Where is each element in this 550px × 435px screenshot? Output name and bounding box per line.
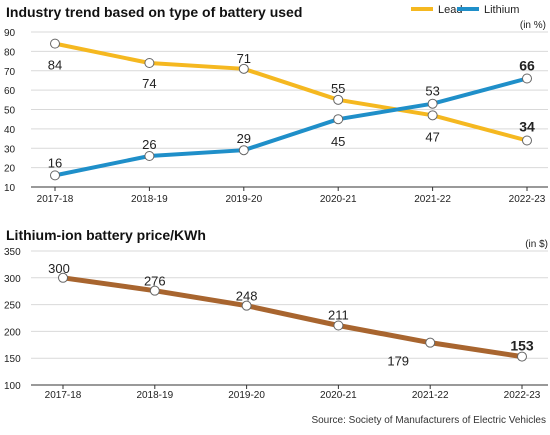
chart1-x-tick-label: 2022-23 — [509, 194, 546, 205]
chart2-unit-note: (in $) — [525, 239, 548, 250]
chart2-y-tick-label: 300 — [4, 274, 21, 285]
chart2-x-tick-label: 2019-20 — [228, 390, 265, 401]
chart1-data-label: 16 — [48, 155, 62, 170]
chart1-x-tick-label: 2020-21 — [320, 194, 357, 205]
chart2-data-label: 153 — [510, 338, 534, 354]
legend-label-lithium: Lithium — [484, 4, 519, 16]
chart1-data-label: 29 — [237, 131, 251, 146]
chart1-data-point — [145, 152, 154, 161]
chart1-unit-note: (in %) — [520, 20, 546, 31]
chart1-data-point — [239, 146, 248, 155]
chart2-y-tick-label: 250 — [4, 301, 21, 312]
chart1-data-label: 34 — [519, 119, 535, 135]
chart1-title: Industry trend based on type of battery … — [6, 4, 302, 20]
chart1-series-line-lead — [55, 44, 527, 141]
chart1-data-point — [334, 115, 343, 124]
chart2-y-tick-label: 200 — [4, 327, 21, 338]
chart1-data-label: 84 — [48, 58, 62, 73]
chart1-data-point — [51, 39, 60, 48]
chart1-data-label: 47 — [425, 129, 439, 144]
chart2-data-label: 276 — [144, 274, 166, 289]
chart1-data-point — [145, 59, 154, 68]
chart1-data-point — [51, 171, 60, 180]
chart2-y-tick-label: 350 — [4, 247, 21, 258]
chart2-grid — [31, 251, 548, 385]
chart2-y-tick-label: 100 — [4, 381, 21, 392]
chart1-x-ticks: 2017-18 2018-19 2019-20 2020-21 2021-22 2022-… — [37, 187, 546, 205]
chart1-data-label: 45 — [331, 134, 345, 149]
chart2-x-tick-label: 2020-21 — [320, 390, 357, 401]
chart2-series-line-price — [63, 278, 522, 357]
source-note: Source: Society of Manufacturers of Elec… — [311, 415, 546, 426]
chart2-data-label: 179 — [387, 354, 409, 369]
industry-trend-chart: Industry trend based on type of battery … — [4, 4, 548, 205]
chart1-x-tick-label: 2019-20 — [225, 194, 262, 205]
chart1-data-point — [523, 136, 532, 145]
chart1-data-label: 74 — [142, 76, 156, 91]
chart2-data-point — [426, 338, 435, 347]
chart2-y-tick-label: 150 — [4, 354, 21, 365]
chart1-data-label: 71 — [237, 51, 251, 66]
chart1-y-ticks: 10 20 30 40 50 60 70 80 90 — [4, 28, 16, 194]
chart2-x-tick-label: 2018-19 — [136, 390, 173, 401]
chart1-data-label: 66 — [519, 58, 535, 74]
chart1-series-line-lithium — [55, 79, 527, 176]
lithium-price-chart: Lithium-ion battery price/KWh (in $) 100… — [4, 227, 548, 401]
chart1-y-tick-label: 30 — [4, 144, 16, 155]
chart1-x-tick-label: 2017-18 — [37, 194, 74, 205]
chart1-y-tick-label: 80 — [4, 47, 16, 58]
chart2-x-tick-label: 2017-18 — [45, 390, 82, 401]
chart1-y-tick-label: 90 — [4, 28, 16, 39]
chart2-y-ticks: 100 150 200 250 300 350 — [4, 247, 21, 392]
chart1-data-label: 26 — [142, 137, 156, 152]
chart1-y-tick-label: 60 — [4, 86, 16, 97]
chart2-data-label: 248 — [236, 289, 258, 304]
chart1-x-tick-label: 2018-19 — [131, 194, 168, 205]
chart2-title: Lithium-ion battery price/KWh — [6, 227, 206, 243]
chart2-series: 300 276 248 211 179 153 — [48, 261, 534, 369]
chart1-x-tick-label: 2021-22 — [414, 194, 451, 205]
chart1-data-point — [334, 95, 343, 104]
chart1-y-tick-label: 10 — [4, 183, 16, 194]
chart1-legend: Lead Lithium — [411, 4, 519, 16]
chart1-data-point — [428, 99, 437, 108]
chart2-x-ticks: 2017-18 2018-19 2019-20 2020-21 2021-22 2022-… — [45, 385, 541, 401]
chart2-x-tick-label: 2021-22 — [412, 390, 449, 401]
chart1-y-tick-label: 50 — [4, 106, 16, 117]
chart1-data-point — [428, 111, 437, 120]
chart1-y-tick-label: 20 — [4, 164, 16, 175]
chart2-data-label: 300 — [48, 261, 70, 276]
chart1-data-point — [523, 74, 532, 83]
chart1-data-label: 53 — [425, 84, 439, 99]
chart2-x-tick-label: 2022-23 — [504, 390, 541, 401]
chart2-data-label: 211 — [328, 308, 349, 323]
chart1-y-tick-label: 70 — [4, 67, 16, 78]
chart1-y-tick-label: 40 — [4, 125, 16, 136]
chart1-data-label: 55 — [331, 81, 345, 96]
